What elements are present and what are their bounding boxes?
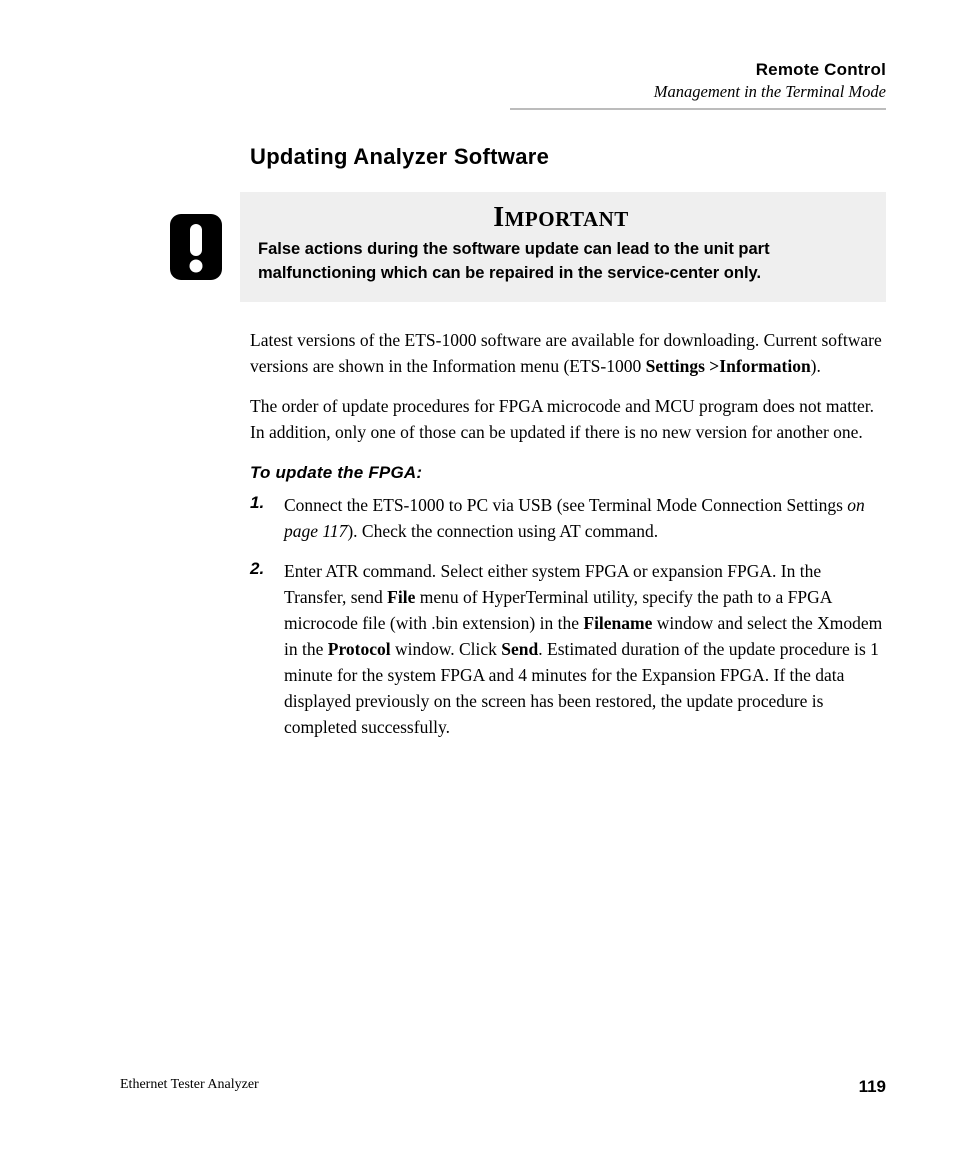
step: 1.Connect the ETS-1000 to PC via USB (se… <box>250 493 886 545</box>
important-callout: IMPORTANT False actions during the softw… <box>170 192 886 302</box>
steps-list: 1.Connect the ETS-1000 to PC via USB (se… <box>250 493 886 740</box>
footer-page-number: 119 <box>859 1077 886 1097</box>
callout-heading: IMPORTANT <box>258 202 864 234</box>
step-run: File <box>387 587 415 607</box>
body: Latest versions of the ETS-1000 software… <box>250 328 886 741</box>
step-run: window. Click <box>391 639 502 659</box>
step-run: Protocol <box>328 639 391 659</box>
callout-heading-rest: MPORTANT <box>505 207 629 231</box>
step-run: Filename <box>583 613 652 633</box>
paragraph-2: The order of update procedures for FPGA … <box>250 394 886 446</box>
step-run: Connect the ETS-1000 to PC via USB (see … <box>284 495 847 515</box>
p1-run-b: Settings >Information <box>646 356 811 376</box>
header-rule <box>510 108 886 110</box>
paragraph-1: Latest versions of the ETS-1000 software… <box>250 328 886 380</box>
page-footer: Ethernet Tester Analyzer 119 <box>120 1077 886 1097</box>
p1-run-c: ). <box>811 356 821 376</box>
step-run: Send <box>501 639 538 659</box>
procedure-subhead: To update the FPGA: <box>250 463 886 483</box>
step-body: Connect the ETS-1000 to PC via USB (see … <box>284 493 886 545</box>
running-header: Remote Control Management in the Termina… <box>120 60 886 102</box>
step-body: Enter ATR command. Select either system … <box>284 559 886 740</box>
step: 2.Enter ATR command. Select either syste… <box>250 559 886 740</box>
section-heading: Updating Analyzer Software <box>250 144 886 170</box>
footer-product: Ethernet Tester Analyzer <box>120 1077 259 1097</box>
callout-heading-cap: I <box>493 202 504 233</box>
page: Remote Control Management in the Termina… <box>0 0 954 1159</box>
step-number: 2. <box>250 559 284 740</box>
callout-text: False actions during the software update… <box>258 238 864 286</box>
exclamation-icon <box>170 192 240 302</box>
callout-box: IMPORTANT False actions during the softw… <box>240 192 886 302</box>
step-number: 1. <box>250 493 284 545</box>
header-title: Remote Control <box>510 60 886 80</box>
header-subtitle: Management in the Terminal Mode <box>510 82 886 102</box>
step-run: ). Check the connection using AT command… <box>347 521 658 541</box>
